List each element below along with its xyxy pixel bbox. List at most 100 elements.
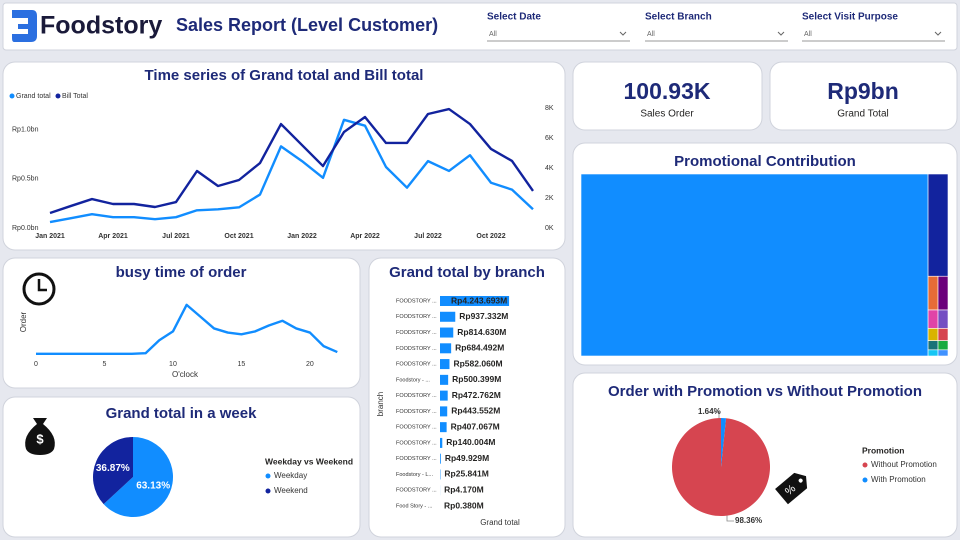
money-bag-icon: $ [25, 418, 55, 455]
pie-slice [93, 437, 133, 505]
clock-icon [22, 272, 56, 306]
treemap-cell [927, 275, 939, 311]
chart-title: Grand total by branch [389, 264, 545, 281]
bar [440, 374, 449, 385]
legend-label: With Promotion [871, 475, 926, 484]
chart-title: Grand total in a week [106, 405, 258, 422]
data-label: Rp814.630M [457, 327, 506, 337]
filter-label: Select Date [487, 12, 541, 23]
card-panel [769, 61, 958, 131]
y-tick-label: 6K [545, 135, 554, 142]
data-label: Rp684.492M [455, 343, 504, 353]
data-label: 1.64% [698, 407, 721, 416]
y-tick-label: Food Story - ... [396, 503, 433, 509]
x-tick-label: Apr 2021 [98, 233, 128, 240]
chart-title: busy time of order [116, 264, 247, 281]
filter[interactable]: Select Visit Purpose All [802, 12, 945, 42]
filter-label: Select Branch [645, 12, 712, 23]
card-value: Rp9bn [827, 78, 899, 104]
legend-dot [862, 462, 868, 468]
filter-label: Select Visit Purpose [802, 12, 898, 23]
x-tick-label: 10 [169, 361, 177, 368]
panel [2, 396, 361, 538]
treemap-cell [927, 309, 939, 329]
data-label: Rp500.399M [452, 374, 501, 384]
y-tick-label: FOODSTORY ... [396, 393, 437, 399]
data-label: Rp582.060M [453, 358, 502, 368]
svg-text:$: $ [36, 431, 44, 446]
y-tick-label: FOODSTORY ... [396, 346, 437, 352]
legend-dot [9, 93, 15, 99]
bar [440, 453, 441, 464]
header-panel [2, 2, 958, 51]
x-tick-label: Oct 2021 [224, 233, 253, 240]
legend-label: Weekend [274, 486, 308, 495]
treemap-cell [937, 340, 949, 351]
treemap-cell [937, 349, 949, 357]
x-tick-label: Apr 2022 [350, 233, 380, 240]
legend-title: Promotion [862, 445, 905, 455]
legend-label: Grand total [16, 93, 51, 100]
data-label: Rp49.929M [445, 453, 489, 463]
tag-icon: % [775, 472, 808, 505]
x-tick-label: 20 [306, 361, 314, 368]
bar [440, 390, 448, 401]
y-tick-label: Rp0.0bn [12, 225, 39, 232]
y-axis-title: branch [376, 392, 385, 416]
y-tick-label: 8K [545, 105, 554, 112]
x-axis-title: O'clock [172, 370, 199, 379]
panel [2, 257, 361, 389]
legend-title: Weekday vs Weekend [265, 456, 353, 466]
treemap-cell [580, 173, 929, 357]
bar [440, 422, 447, 433]
data-label: Rp25.841M [444, 469, 488, 479]
pie-slice [103, 437, 173, 517]
card-label: Sales Order [640, 109, 694, 120]
legend-label: Without Promotion [871, 460, 937, 469]
bar [440, 437, 443, 448]
filter-value: All [804, 31, 812, 38]
y-tick-label: FOODSTORY ... [396, 362, 437, 368]
chart-title: Order with Promotion vs Without Promotio… [608, 383, 922, 400]
y-tick-label: 0K [545, 225, 554, 232]
data-label: Rp443.552M [451, 406, 500, 416]
y-axis-title: Order [19, 311, 28, 332]
legend-dot [862, 477, 868, 483]
y-tick-label: 2K [545, 195, 554, 202]
y-tick-label: FOODSTORY ... [396, 330, 437, 336]
chevron [777, 31, 785, 36]
filter-value: All [489, 31, 497, 38]
line [49, 118, 534, 224]
filter[interactable]: Select Date All [487, 12, 630, 42]
data-label: Rp407.067M [451, 421, 500, 431]
card-value: 100.93K [624, 78, 711, 104]
filter[interactable]: Select Branch All [645, 12, 788, 42]
chart-title: Promotional Contribution [674, 153, 856, 170]
y-tick-label: Rp0.5bn [12, 176, 39, 183]
x-axis-title: Grand total [480, 518, 520, 527]
legend-dot [265, 488, 271, 494]
x-tick-label: Jan 2021 [35, 233, 65, 240]
x-tick-label: 5 [103, 361, 107, 368]
y-tick-label: FOODSTORY ... [396, 488, 437, 494]
logo [12, 10, 37, 42]
y-tick-label: FOODSTORY ... [396, 314, 437, 320]
treemap-cell [937, 275, 949, 311]
y-tick-label: FOODSTORY ... [396, 456, 437, 462]
y-tick-label: FOODSTORY ... [396, 409, 437, 415]
data-label: Rp937.332M [459, 311, 508, 321]
bar [440, 327, 454, 338]
x-tick-label: Jul 2022 [414, 233, 442, 240]
bar [440, 359, 450, 370]
data-label: Rp472.762M [452, 390, 501, 400]
report-title: Sales Report (Level Customer) [176, 15, 438, 35]
data-label: Rp0.380M [444, 500, 484, 510]
y-tick-label: FOODSTORY ... [396, 425, 437, 431]
x-tick-label: Jan 2022 [287, 233, 317, 240]
treemap-cell [927, 349, 939, 357]
panel [2, 61, 566, 251]
treemap-cell [937, 328, 949, 341]
treemap-cell [937, 309, 949, 329]
treemap-cell [927, 340, 939, 351]
